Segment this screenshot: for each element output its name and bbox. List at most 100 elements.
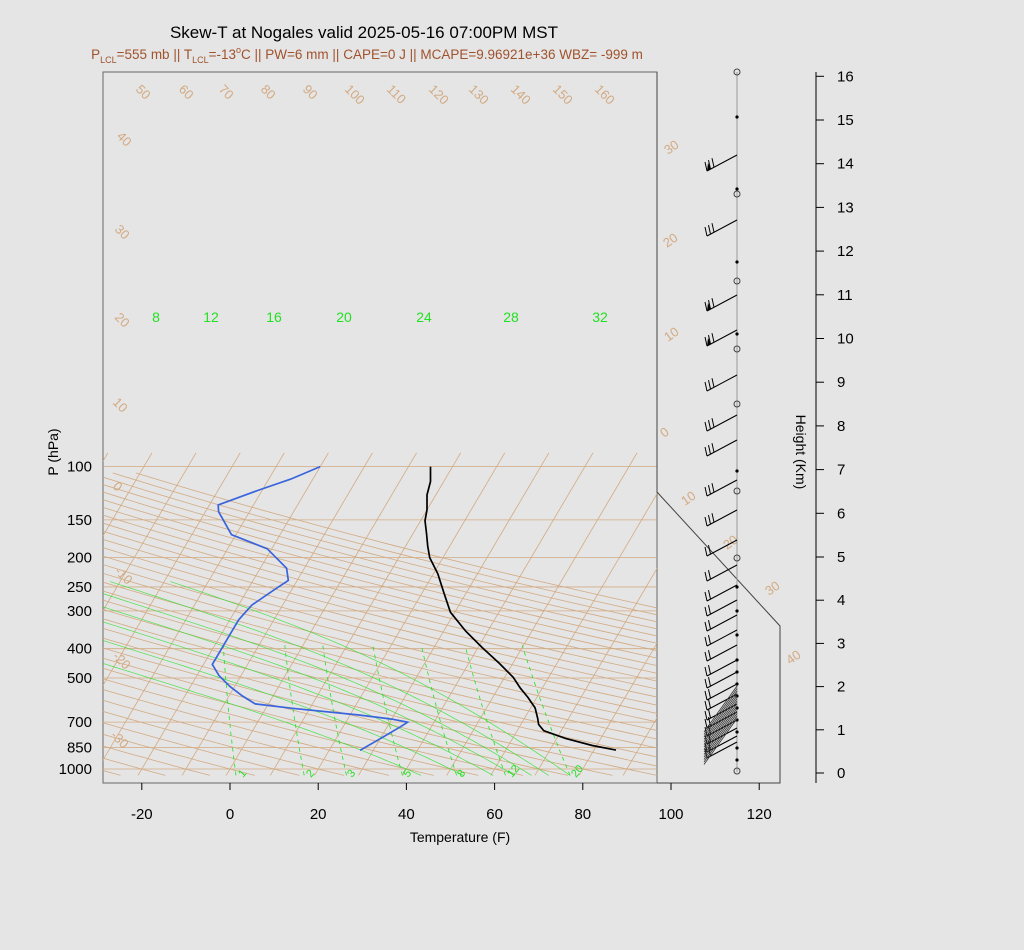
wind-barb (706, 414, 738, 432)
barb-feather (704, 690, 708, 701)
barb-feather (708, 716, 711, 727)
level-circle (733, 554, 741, 562)
isotherm-line (0, 453, 64, 776)
barb-feather (704, 700, 708, 711)
barb-pennant (707, 163, 711, 171)
wind-barb (706, 294, 738, 312)
height-tick-label: 13 (837, 199, 854, 216)
wind-barb (706, 671, 738, 689)
wind-barb-low (703, 705, 738, 753)
barb-feather (708, 708, 711, 719)
isotherm-line (103, 452, 153, 537)
wind-barb-low (703, 713, 738, 760)
isotherm-line (137, 452, 329, 776)
mixing-ratio-line (322, 645, 347, 776)
level-dot (735, 609, 739, 613)
wind-barb (706, 374, 738, 392)
wind-barb-low (703, 710, 738, 758)
barb-feather (708, 619, 711, 630)
barb-feather (708, 676, 711, 687)
moist-adiabat-label: 32 (592, 309, 608, 325)
moist-adiabat-line (103, 606, 515, 776)
dry-adiabat-line (103, 476, 657, 623)
level-dot (735, 260, 739, 264)
barb-feather (711, 378, 715, 388)
mixing-ratio-line (284, 645, 305, 776)
y-tick-label: 100 (67, 459, 92, 476)
right-temp-label: 20 (720, 532, 740, 553)
moist-adiabat-label: 8 (152, 309, 160, 325)
moist-adiabat-line (109, 581, 549, 776)
wind-barb-low (703, 693, 738, 740)
barb-feather (708, 664, 711, 675)
isotherm-line (490, 493, 657, 776)
wind-barb-low (703, 698, 738, 745)
y-axis-title: P (hPa) (45, 428, 61, 475)
chart-title: Skew-T at Nogales valid 2025-05-16 07:00… (170, 23, 558, 42)
isotherm-line (711, 453, 901, 776)
level-dot (735, 115, 739, 119)
wind-barb (706, 644, 738, 662)
height-tick-label: 11 (837, 287, 853, 304)
barb-feather (708, 544, 711, 555)
dry-adiabat-line (103, 711, 345, 776)
wind-barb (706, 683, 738, 701)
barb-feather (704, 591, 708, 602)
level-circle (733, 400, 741, 408)
dry-adiabat-line (103, 678, 479, 776)
barb-feather (704, 571, 708, 582)
dry-adiabat-line (103, 637, 657, 776)
level-dot (735, 633, 739, 637)
dry-adiabat-line (103, 599, 657, 740)
y-tick-label: 850 (67, 740, 92, 757)
mixing-ratio-line (521, 645, 571, 776)
wind-barb (706, 599, 738, 617)
wind-barb (706, 693, 738, 711)
axes: -20 0 20 40 60 80 100 1201001502002503004005007… (59, 68, 854, 823)
x-tick-label: 40 (398, 806, 415, 823)
barb-feather (708, 649, 711, 660)
height-tick-label: 0 (837, 765, 845, 782)
wind-barb-low (703, 708, 738, 755)
y-tick-label: 150 (67, 512, 92, 529)
wind-barb (706, 154, 738, 172)
height-tick-label: 15 (837, 112, 854, 129)
dry-adiabat-line (103, 522, 657, 667)
barb-feather (708, 379, 711, 390)
mixing-ratio-line (420, 645, 457, 776)
moist-adiabat-line (103, 593, 532, 776)
barb-feather (711, 418, 715, 428)
y-tick-label: 200 (67, 550, 92, 567)
isotherm-line (976, 453, 1024, 776)
height-tick-label: 6 (837, 505, 845, 522)
wind-barb-low (703, 690, 738, 738)
height-tick-label: 9 (837, 374, 845, 391)
dry-adiabat-line (103, 539, 657, 682)
barb-feather (704, 718, 708, 729)
dry-adiabat-line (103, 733, 255, 776)
height-tick-label: 5 (837, 549, 845, 566)
dry-adiabat-line (135, 472, 657, 609)
right-temp-label: 10 (661, 324, 681, 345)
barb-feather (704, 666, 708, 677)
dry-adiabat-line (103, 609, 657, 749)
barb-feather (708, 698, 711, 709)
wind-barb (706, 509, 738, 527)
barb-feather (704, 710, 708, 721)
barb-feather (704, 381, 708, 392)
chart-subtitle: PLCL=555 mb || TLCL=-13oC || PW=6 mm || … (91, 45, 643, 65)
dry-adiabat-line (103, 572, 657, 714)
isotherm-line (314, 452, 506, 776)
dry-adiabat-line (103, 627, 657, 767)
isotherm-line (446, 452, 638, 776)
wind-barb (706, 741, 738, 759)
level-dot (735, 332, 739, 336)
y-tick-label: 700 (67, 714, 92, 731)
dry-adiabat-line (103, 581, 657, 723)
x-tick-label: 80 (574, 806, 591, 823)
right-temp-label: 40 (783, 647, 803, 668)
dry-adiabat-line (103, 547, 657, 690)
level-dot (735, 746, 739, 750)
y-tick-label: 400 (67, 641, 92, 658)
wind-barb (706, 439, 738, 457)
